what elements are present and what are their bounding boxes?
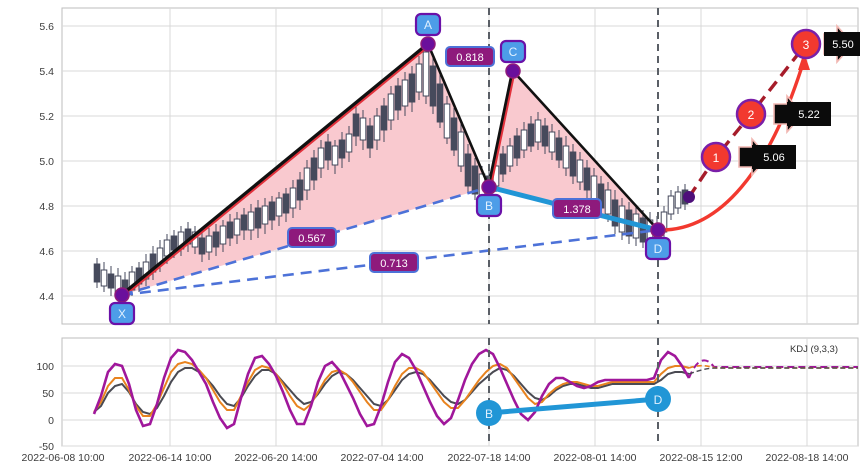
target-ladder-path: [687, 42, 808, 198]
xtick-5: 2022-08-01 14:00: [554, 452, 637, 464]
ratio-label-0567: 0.567: [287, 227, 337, 248]
point-label: D: [654, 242, 663, 256]
ratio-text: 0.713: [380, 258, 408, 270]
price-tick-3: 5.0: [39, 156, 54, 168]
target-value: 5.22: [798, 109, 819, 121]
kdj-marker-b[interactable]: B: [476, 400, 502, 426]
point-badge: [499, 39, 527, 64]
target-value-box: [752, 145, 796, 169]
target-value: 5.50: [832, 39, 853, 51]
point-label: X: [118, 307, 126, 321]
projection-arrow-head: [798, 52, 810, 70]
target-number: 2: [748, 108, 755, 122]
point-dot: [114, 287, 130, 303]
xtick-6: 2022-08-15 12:00: [660, 452, 743, 464]
target-badge: [735, 98, 767, 130]
xtick-3: 2022-07-04 14:00: [341, 452, 424, 464]
kdj-marker-label: D: [654, 393, 663, 407]
kdj-tick-1: 50: [42, 388, 54, 400]
kdj-indicator-label: KDJ (9,3,3): [790, 344, 838, 355]
xtick-1: 2022-06-14 10:00: [129, 452, 212, 464]
price-tick-4: 4.8: [39, 201, 54, 213]
price-tick-1: 5.4: [39, 66, 54, 78]
xtick-0: 2022-06-08 10:00: [22, 452, 105, 464]
ratio-label-0713: 0.713: [369, 252, 419, 273]
point-label: C: [509, 45, 518, 59]
ratio-text: 1.378: [563, 204, 591, 216]
kdj-divergence-line: [486, 396, 661, 416]
target-value-box: [824, 32, 860, 56]
price-tick-2: 5.2: [39, 111, 54, 123]
point-badge: [414, 12, 442, 37]
kdj-forecast-k: [688, 367, 858, 375]
point-badge: [475, 193, 503, 218]
pattern-point-c[interactable]: C: [499, 39, 527, 79]
pattern-point-d[interactable]: D: [644, 222, 672, 261]
target-number: 3: [803, 38, 810, 52]
target-callout-1[interactable]: 5.06 1: [700, 136, 796, 178]
point-badge: [644, 236, 672, 261]
ratio-text: 0.818: [456, 52, 484, 64]
xtick-4: 2022-07-18 14:00: [448, 452, 531, 464]
kdj-axis-ticks: 100 50 0 -50: [36, 361, 54, 453]
target-number: 1: [713, 151, 720, 165]
kdj-line-j: [92, 348, 691, 430]
kdj-tick-0: 100: [36, 361, 54, 373]
kdj-marker-label: B: [485, 407, 493, 421]
x-axis-labels: 2022-06-08 10:00 2022-06-14 10:00 2022-0…: [22, 452, 849, 464]
price-axis-ticks: 5.6 5.4 5.2 5.0 4.8 4.6 4.4: [39, 21, 54, 303]
point-label: A: [424, 18, 432, 32]
ratio-text: 0.567: [298, 233, 326, 245]
target-callout-3[interactable]: 5.50 3: [790, 23, 860, 65]
kdj-tick-3: -50: [39, 441, 54, 453]
dashed-xb: [121, 185, 490, 297]
pattern-point-a[interactable]: A: [414, 12, 442, 52]
dashed-fib-lines: [121, 185, 659, 297]
target-badge: [700, 141, 732, 173]
point-dot: [420, 36, 436, 52]
point-dot: [505, 63, 521, 79]
ratio-label-1378: 1.378: [552, 198, 602, 219]
point-dot: [481, 179, 497, 195]
pattern-structure-lines: [120, 42, 659, 298]
pattern-point-b[interactable]: B: [475, 179, 503, 218]
price-tick-6: 4.4: [39, 291, 54, 303]
target-origin-dot: [683, 191, 695, 203]
kdj-marker-circle: [476, 400, 502, 426]
target-value-box: [787, 102, 831, 126]
point-dot: [650, 222, 666, 238]
ratio-label-0818: 0.818: [445, 46, 495, 67]
point-badge: [108, 301, 136, 326]
target-value: 5.06: [763, 152, 784, 164]
target-badge: [790, 28, 822, 60]
kdj-tick-2: 0: [48, 415, 54, 427]
price-tick-5: 4.6: [39, 246, 54, 258]
target-callout-2[interactable]: 5.22 2: [735, 93, 831, 135]
kdj-marker-d[interactable]: D: [645, 386, 671, 412]
kdj-marker-circle: [645, 386, 671, 412]
point-label: B: [485, 199, 493, 213]
xtick-7: 2022-08-18 14:00: [766, 452, 849, 464]
price-tick-0: 5.6: [39, 21, 54, 33]
pattern-point-x[interactable]: X: [108, 287, 136, 326]
xtick-2: 2022-06-20 14:00: [235, 452, 318, 464]
